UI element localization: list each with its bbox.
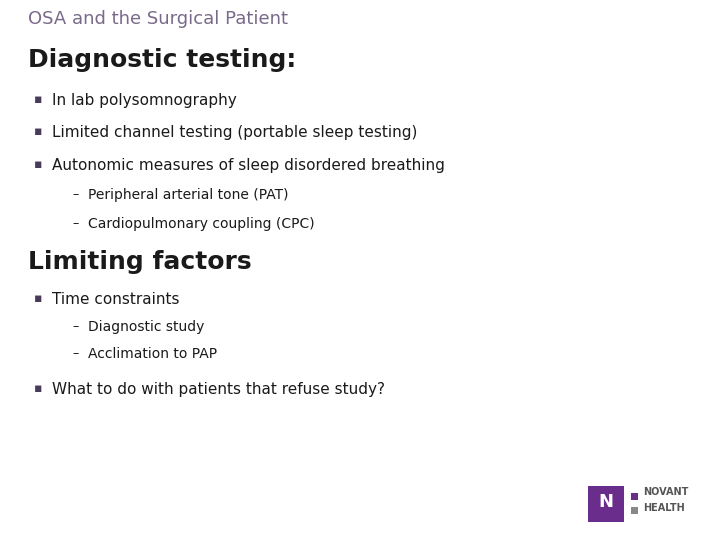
FancyBboxPatch shape bbox=[631, 507, 638, 514]
FancyBboxPatch shape bbox=[631, 493, 638, 500]
Text: Diagnostic study: Diagnostic study bbox=[88, 320, 204, 334]
Text: Acclimation to PAP: Acclimation to PAP bbox=[88, 347, 217, 361]
Text: Time constraints: Time constraints bbox=[52, 292, 179, 307]
Text: Diagnostic testing:: Diagnostic testing: bbox=[28, 48, 296, 72]
Text: ▪: ▪ bbox=[34, 93, 42, 106]
Text: Limited channel testing (portable sleep testing): Limited channel testing (portable sleep … bbox=[52, 125, 418, 140]
Text: –: – bbox=[72, 217, 78, 230]
Text: Autonomic measures of sleep disordered breathing: Autonomic measures of sleep disordered b… bbox=[52, 158, 445, 173]
Text: N: N bbox=[598, 493, 613, 511]
Text: ▪: ▪ bbox=[34, 382, 42, 395]
Text: –: – bbox=[72, 347, 78, 360]
Text: Cardiopulmonary coupling (CPC): Cardiopulmonary coupling (CPC) bbox=[88, 217, 315, 231]
Text: –: – bbox=[72, 320, 78, 333]
Text: What to do with patients that refuse study?: What to do with patients that refuse stu… bbox=[52, 382, 385, 397]
Text: HEALTH: HEALTH bbox=[643, 503, 685, 513]
Text: OSA and the Surgical Patient: OSA and the Surgical Patient bbox=[28, 10, 288, 28]
Text: –: – bbox=[72, 188, 78, 201]
Text: ▪: ▪ bbox=[34, 292, 42, 305]
Text: ▪: ▪ bbox=[34, 158, 42, 171]
Text: Peripheral arterial tone (PAT): Peripheral arterial tone (PAT) bbox=[88, 188, 289, 202]
FancyBboxPatch shape bbox=[588, 486, 624, 522]
Text: ▪: ▪ bbox=[34, 125, 42, 138]
Text: In lab polysomnography: In lab polysomnography bbox=[52, 93, 237, 108]
Text: NOVANT: NOVANT bbox=[643, 487, 688, 497]
Text: Limiting factors: Limiting factors bbox=[28, 250, 251, 274]
